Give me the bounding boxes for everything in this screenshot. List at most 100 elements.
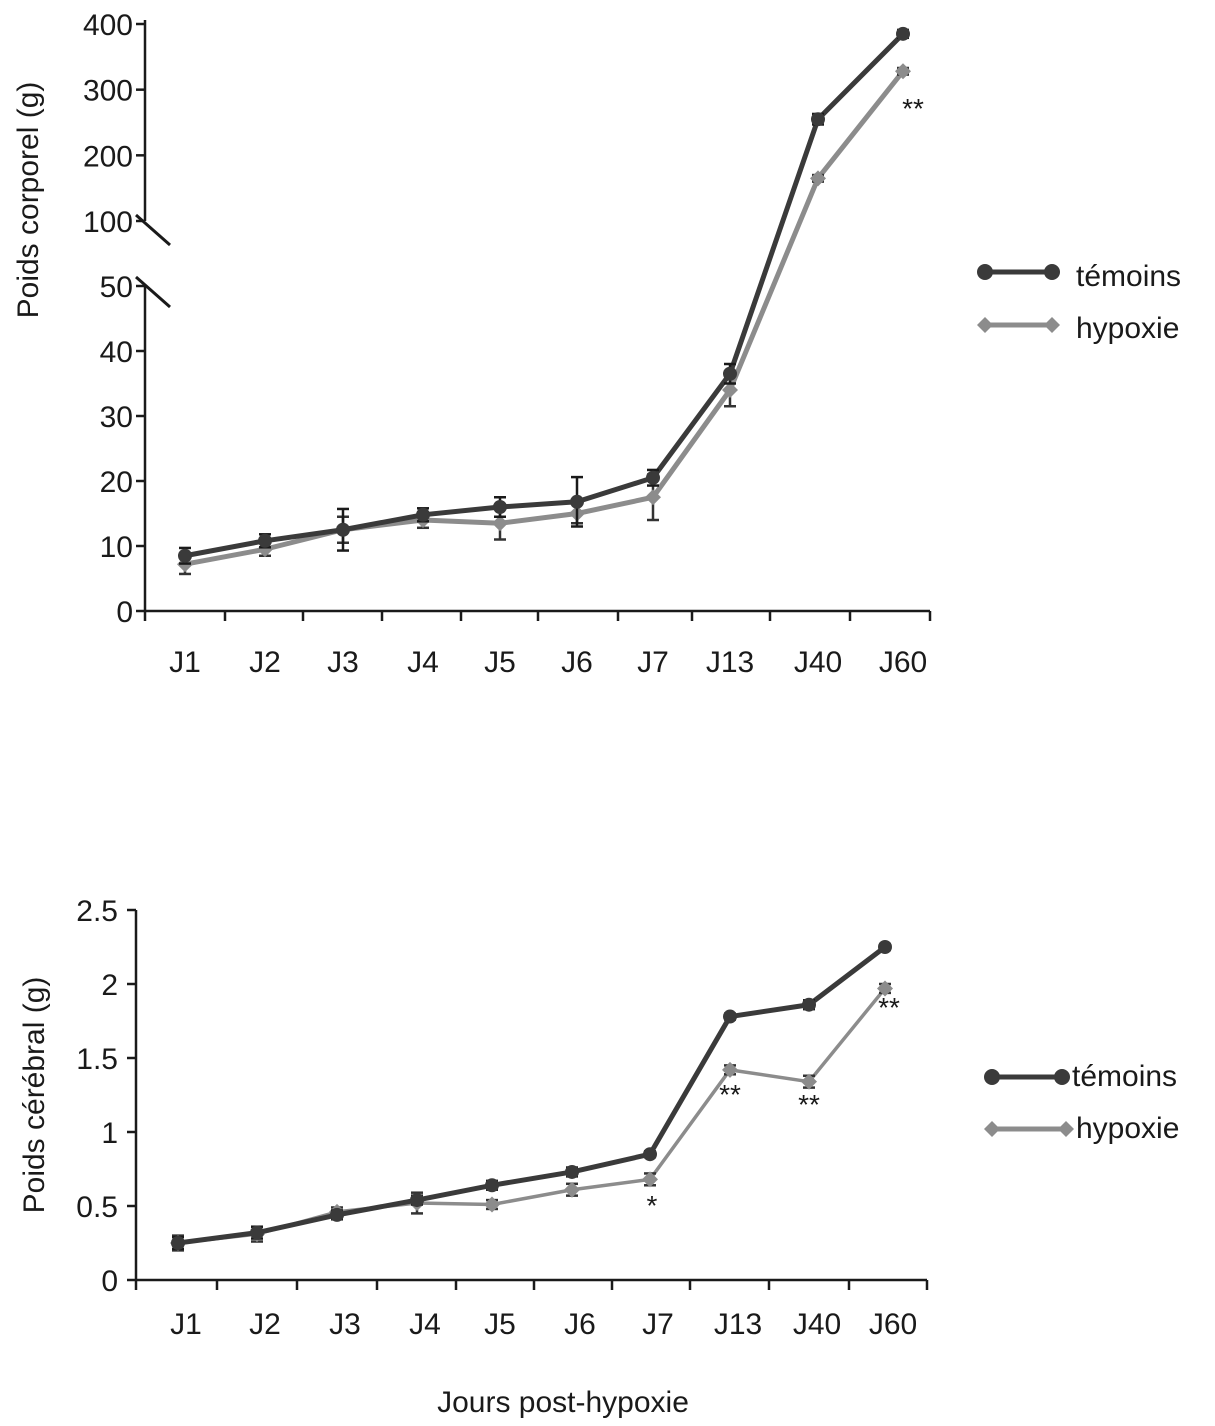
tick-labels: 0 0.5 1 1.5 2 2.5 J1 J2 J3 J4 J5 J6 J7 J13 J40 J60 [76, 895, 917, 1341]
legend-marker-hypoxie [1058, 1121, 1074, 1137]
data-point [492, 515, 508, 532]
y-tick-label: 400 [83, 9, 133, 42]
data-point [646, 470, 660, 485]
data-point [564, 1181, 580, 1198]
data-point [410, 1193, 424, 1208]
x-tick-label: J1 [170, 1308, 202, 1341]
x-tick-label: J5 [484, 646, 516, 679]
data-point [330, 1207, 344, 1222]
data-point [565, 1164, 579, 1179]
x-tick-label: J13 [714, 1308, 762, 1341]
legend-marker-hypoxie [984, 1121, 1000, 1137]
data-point [810, 170, 826, 187]
data-point [336, 522, 350, 537]
y-tick-label: 0.5 [76, 1191, 118, 1224]
legend-marker-temoins [1054, 1069, 1070, 1085]
data-point [258, 533, 272, 548]
data-point [801, 1073, 817, 1090]
x-tick-label: J60 [879, 646, 927, 679]
legend: témoins hypoxie [977, 260, 1181, 345]
y-tick-label: 1.5 [76, 1043, 118, 1076]
legend-marker-hypoxie [977, 317, 993, 333]
data-point [570, 494, 584, 509]
legend-marker-temoins [1044, 264, 1060, 280]
x-tick-label: J60 [869, 1308, 917, 1341]
series-group [170, 940, 893, 1252]
data-point [802, 997, 816, 1012]
legend-label-temoins: témoins [1076, 260, 1181, 293]
annotations: ** [902, 93, 924, 124]
x-tick-label: J13 [706, 646, 754, 679]
series-temoins [178, 26, 910, 565]
legend-label-hypoxie: hypoxie [1076, 312, 1179, 345]
series-line [184, 32, 905, 559]
legend-label-hypoxie: hypoxie [1076, 1112, 1179, 1145]
x-tick-label: J3 [329, 1308, 361, 1341]
data-point [811, 112, 825, 127]
x-tick-label: J40 [794, 646, 842, 679]
data-point [645, 489, 661, 506]
y-tick-label: 30 [100, 401, 133, 434]
y-tick-label: 50 [100, 271, 133, 304]
data-point [643, 1147, 657, 1162]
x-tick-label: J1 [169, 646, 201, 679]
data-point [722, 382, 738, 398]
y-tick-label: 40 [100, 336, 133, 369]
y-tick-label: 20 [100, 466, 133, 499]
y-axis-label: Poids corporel (g) [12, 82, 45, 319]
legend-marker-temoins [984, 1069, 1000, 1085]
y-tick-label: 0 [101, 1265, 118, 1298]
legend-marker-hypoxie [1044, 317, 1060, 333]
y-tick-label: 0 [116, 596, 133, 629]
x-tick-label: J4 [407, 646, 439, 679]
data-point [178, 548, 192, 563]
x-tick-label: J2 [249, 1308, 281, 1341]
significance-annotation: ** [902, 93, 924, 124]
x-tick-label: J7 [642, 1308, 674, 1341]
legend-label-temoins: témoins [1072, 1060, 1177, 1093]
chart-brain-weight: Poids cérébral (g) 0 0.5 1 1.5 2 2.5 J1 J2 J3 J4 J… [18, 895, 1179, 1419]
axis-break-mark [135, 275, 171, 309]
significance-annotation: ** [878, 992, 900, 1023]
axis-break-mark [135, 213, 171, 247]
chart-body-weight: Poids corporel (g) 0 10 20 30 40 50 100 200 300 4… [12, 9, 1181, 679]
data-point [877, 980, 893, 997]
y-tick-label: 2 [101, 969, 118, 1002]
significance-annotation: * [647, 1190, 658, 1221]
data-point [171, 1236, 185, 1250]
series-line [184, 69, 905, 567]
axes [127, 908, 929, 1290]
axes [135, 20, 932, 621]
tick-labels: 0 10 20 30 40 50 100 200 300 400 J1 J2 J3 J4 J5 J6 J7 J13… [83, 9, 927, 679]
data-point [723, 366, 737, 381]
y-tick-label: 10 [100, 531, 133, 564]
x-tick-label: J6 [564, 1308, 596, 1341]
data-point [722, 1061, 738, 1078]
x-tick-label: J3 [327, 646, 359, 679]
y-tick-label: 2.5 [76, 895, 118, 928]
series-line [177, 987, 887, 1245]
significance-annotation: ** [798, 1089, 820, 1120]
series-line [177, 945, 887, 1246]
x-tick-label: J5 [484, 1308, 516, 1341]
y-tick-label: 1 [101, 1117, 118, 1150]
x-axis-label: Jours post-hypoxie [437, 1386, 689, 1419]
annotations: *** **** [647, 992, 900, 1221]
y-tick-label: 200 [83, 140, 133, 173]
series-hypoxie [170, 980, 893, 1252]
x-tick-label: J40 [793, 1308, 841, 1341]
significance-annotation: ** [719, 1079, 741, 1110]
legend-marker-temoins [977, 264, 993, 280]
y-tick-label: 300 [83, 75, 133, 108]
data-point [493, 500, 507, 514]
data-point [484, 1196, 500, 1213]
x-tick-label: J4 [409, 1308, 441, 1341]
data-point [895, 63, 911, 80]
series-hypoxie [177, 63, 911, 576]
series-group [177, 26, 911, 576]
x-tick-label: J2 [249, 646, 281, 679]
data-point [896, 26, 910, 41]
data-point [485, 1178, 499, 1193]
data-point [416, 507, 430, 522]
